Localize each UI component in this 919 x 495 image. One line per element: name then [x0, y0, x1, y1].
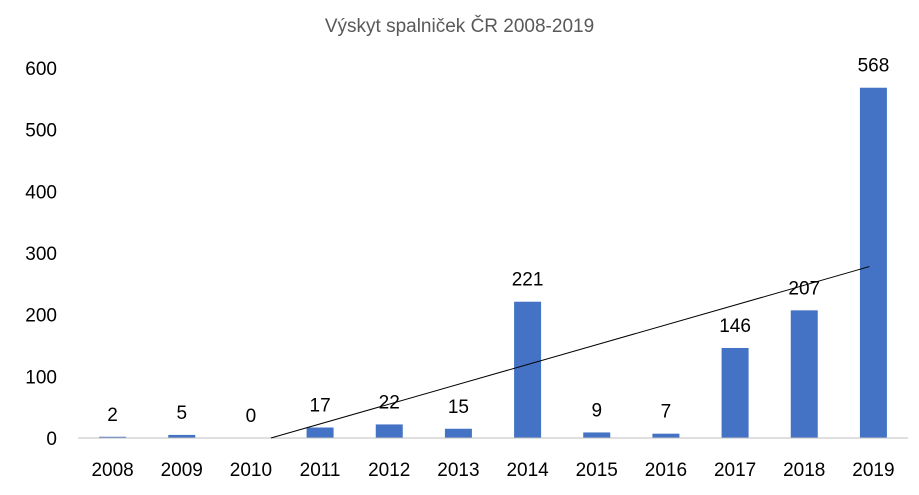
y-tick-label: 100 [25, 367, 57, 388]
x-tick-label: 2011 [300, 460, 341, 481]
bar [99, 436, 127, 438]
x-tick-label: 2019 [852, 460, 894, 481]
y-tick-label: 600 [25, 59, 57, 80]
y-tick-label: 300 [25, 244, 57, 265]
data-label: 5 [176, 403, 187, 424]
x-tick-label: 2018 [783, 460, 825, 481]
chart-title: Výskyt spalniček ČR 2008-2019 [324, 16, 595, 37]
data-label: 7 [661, 402, 672, 423]
x-tick-label: 2016 [645, 460, 687, 481]
data-label: 9 [591, 400, 602, 421]
bar [790, 310, 818, 438]
data-label: 568 [858, 56, 890, 77]
x-tick-label: 2015 [576, 460, 618, 481]
data-label: 207 [788, 278, 820, 299]
data-label: 17 [310, 396, 331, 417]
y-tick-label: 200 [25, 306, 57, 327]
y-tick-label: 500 [25, 121, 57, 142]
x-tick-label: 2010 [230, 460, 272, 481]
data-label: 146 [719, 316, 751, 337]
data-label: 2 [107, 405, 118, 426]
x-tick-label: 2009 [161, 460, 203, 481]
bar [444, 428, 472, 438]
y-tick-label: 400 [25, 182, 57, 203]
x-tick-label: 2014 [506, 460, 549, 481]
bar [859, 87, 887, 438]
y-tick-label: 0 [46, 429, 57, 450]
data-label: 22 [379, 392, 400, 413]
x-tick-label: 2013 [437, 460, 479, 481]
x-tick-label: 2012 [368, 460, 410, 481]
bar [652, 433, 680, 438]
bar [514, 301, 542, 438]
x-tick-label: 2017 [714, 460, 756, 481]
bar [168, 434, 196, 438]
trendline [270, 266, 870, 439]
x-tick-label: 2008 [91, 460, 133, 481]
bar [306, 427, 334, 438]
bar [583, 432, 611, 438]
data-label: 15 [448, 397, 469, 418]
data-label: 221 [512, 270, 544, 291]
bar [375, 424, 403, 438]
bar [721, 347, 749, 438]
data-label: 0 [246, 406, 257, 427]
